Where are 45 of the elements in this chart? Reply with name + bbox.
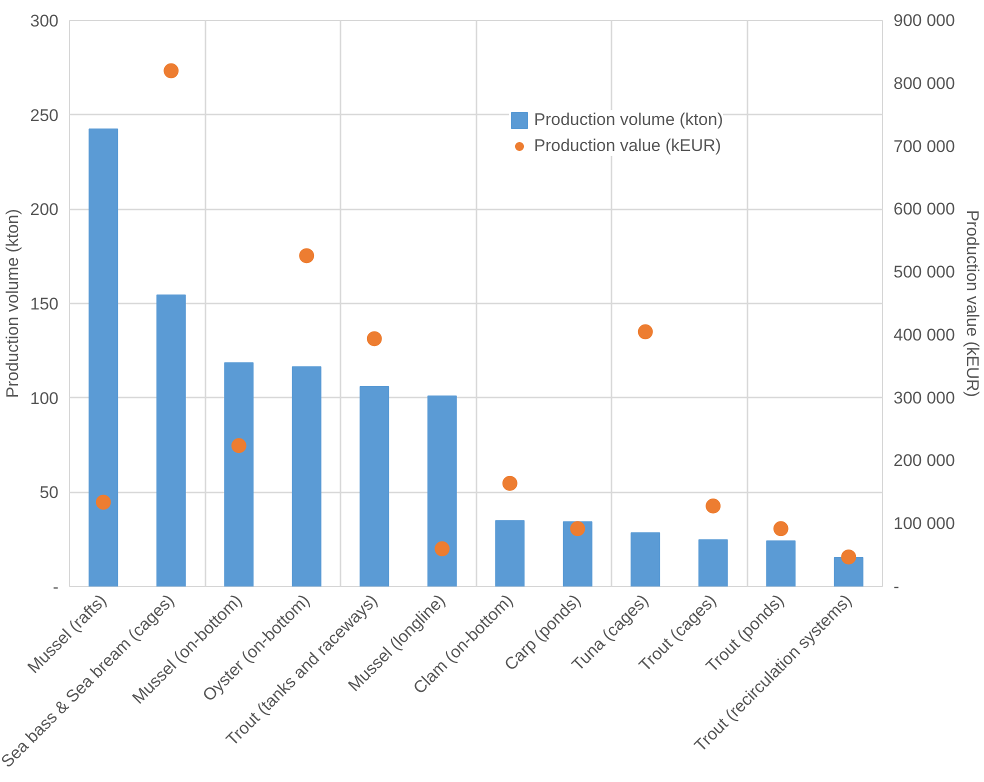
point bbox=[773, 521, 788, 536]
point bbox=[706, 498, 721, 514]
y2-tick-label: 300 000 bbox=[894, 388, 955, 408]
legend-label: Production volume (kton) bbox=[534, 110, 723, 130]
point bbox=[231, 438, 246, 454]
point bbox=[299, 248, 314, 264]
y-tick-label: 150 bbox=[30, 294, 59, 314]
y2-axis-title: Production value (kEUR) bbox=[962, 210, 982, 398]
point bbox=[570, 521, 586, 536]
y2-tick-label: 200 000 bbox=[894, 451, 955, 470]
point bbox=[841, 549, 856, 564]
bar bbox=[766, 540, 796, 586]
y2-tick-label: 600 000 bbox=[894, 200, 955, 219]
y2-tick-label: 400 000 bbox=[894, 325, 955, 344]
point bbox=[434, 541, 450, 556]
point bbox=[366, 331, 382, 346]
point bbox=[96, 494, 111, 510]
y2-tick-label: 700 000 bbox=[894, 136, 955, 156]
bar bbox=[562, 521, 592, 586]
y-tick-label: - bbox=[52, 578, 59, 596]
bar bbox=[698, 539, 728, 586]
bar bbox=[292, 366, 322, 586]
y2-tick-label: - bbox=[894, 577, 900, 596]
y-tick-label: 50 bbox=[40, 483, 59, 502]
y2-tick-label: 800 000 bbox=[894, 74, 955, 93]
bar bbox=[495, 520, 525, 586]
y-axis-title: Production volume (kton) bbox=[3, 209, 22, 398]
point bbox=[164, 63, 179, 78]
bar bbox=[88, 128, 118, 586]
bar bbox=[224, 362, 254, 586]
y-tick-label: 200 bbox=[30, 200, 59, 220]
y-tick-label: 100 bbox=[30, 388, 59, 408]
y2-tick-label: 100 000 bbox=[894, 514, 955, 534]
point bbox=[502, 476, 518, 491]
bar bbox=[360, 386, 390, 586]
y2-tick-label: 500 000 bbox=[894, 262, 955, 282]
y-tick-label: 250 bbox=[30, 106, 59, 125]
bar bbox=[427, 395, 457, 586]
bar bbox=[156, 294, 186, 586]
y2-tick-label: 900 000 bbox=[894, 11, 955, 30]
point bbox=[638, 324, 653, 340]
y-tick-label: 300 bbox=[30, 12, 59, 30]
legend-label: Production value (kEUR) bbox=[534, 136, 722, 156]
bar bbox=[630, 532, 660, 586]
bar bbox=[834, 556, 864, 586]
